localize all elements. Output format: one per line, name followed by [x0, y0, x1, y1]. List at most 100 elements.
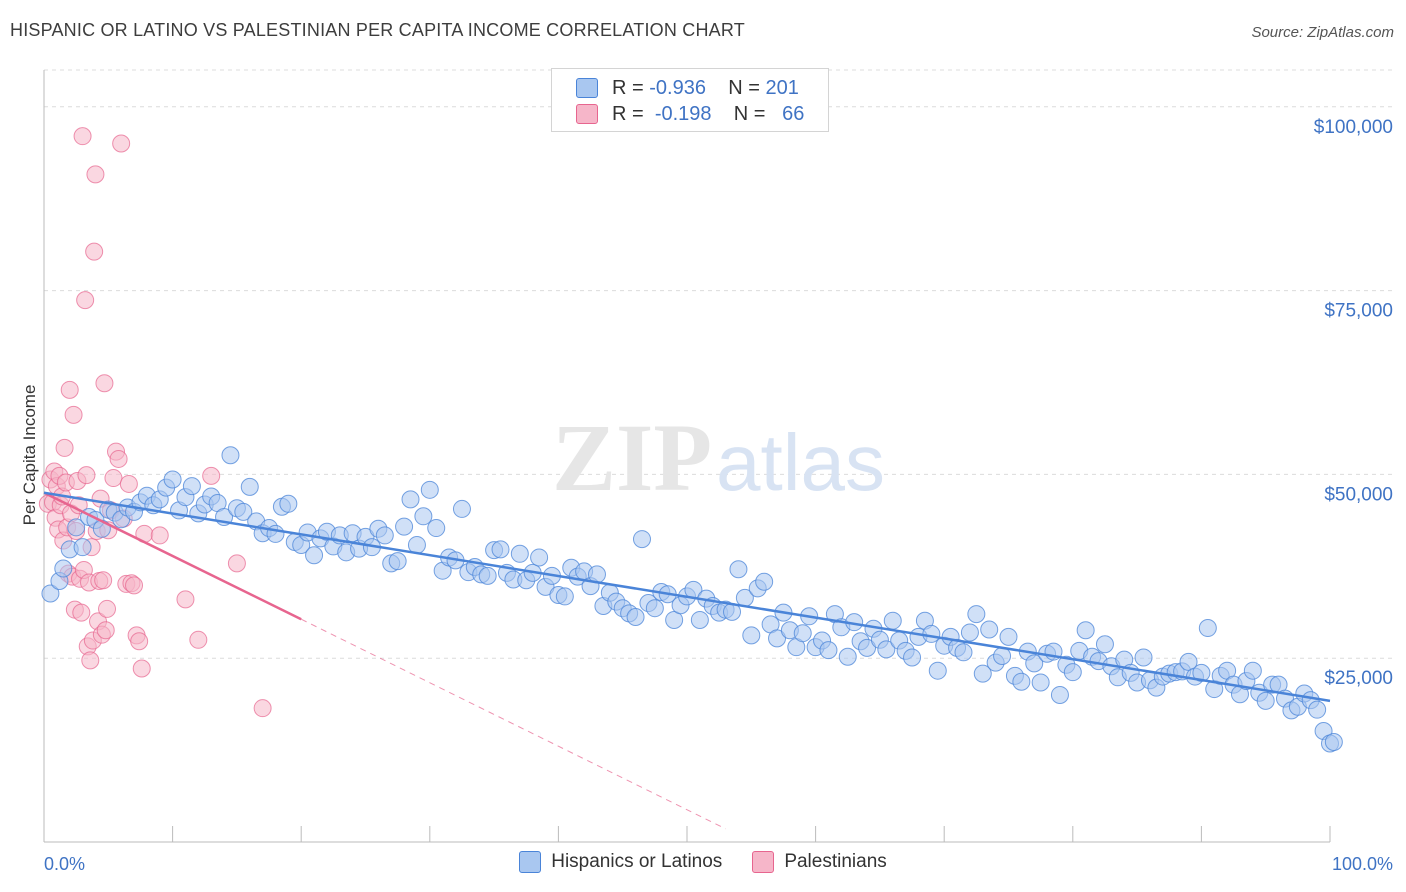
- data-point-hispanics: [1243, 661, 1262, 680]
- axes: [43, 70, 1331, 843]
- data-point-palestinians: [96, 621, 115, 640]
- legend-r-label: R =: [612, 76, 644, 99]
- data-point-hispanics: [960, 623, 979, 642]
- data-point-hispanics: [234, 502, 253, 521]
- data-point-hispanics: [414, 507, 433, 526]
- data-point-palestinians: [85, 242, 104, 261]
- data-point-hispanics: [1256, 691, 1275, 710]
- data-point-hispanics: [1308, 700, 1327, 719]
- watermark-atlas: atlas: [716, 418, 885, 507]
- data-point-hispanics: [1324, 733, 1343, 752]
- data-point-hispanics: [1025, 654, 1044, 673]
- data-point-palestinians: [64, 405, 83, 424]
- data-point-hispanics: [690, 610, 709, 629]
- data-point-hispanics: [993, 646, 1012, 665]
- legend-swatch-blue: [519, 851, 542, 873]
- y-tick-label: $75,000: [1324, 301, 1393, 322]
- data-point-hispanics: [530, 548, 549, 567]
- data-point-palestinians: [60, 380, 79, 399]
- data-point-hispanics: [980, 620, 999, 639]
- data-point-hispanics: [742, 626, 761, 645]
- y-tick-labels: $25,000 $50,000 $75,000 $100,000: [1314, 117, 1393, 689]
- legend-r-value: -0.198: [654, 102, 712, 125]
- data-point-hispanics: [1134, 648, 1153, 667]
- source-label: Source: ZipAtlas.com: [1251, 24, 1394, 41]
- data-point-hispanics: [182, 477, 201, 496]
- data-point-hispanics: [452, 499, 471, 518]
- y-axis-label: Per Capita Income: [20, 385, 39, 526]
- data-point-palestinians: [112, 134, 131, 153]
- data-point-hispanics: [903, 648, 922, 667]
- data-point-hispanics: [395, 517, 414, 536]
- data-point-hispanics: [163, 470, 182, 489]
- y-tick-label: $50,000: [1324, 484, 1393, 505]
- data-point-hispanics: [858, 638, 877, 657]
- y-tick-label: $100,000: [1314, 117, 1393, 138]
- legend-n-label: N =: [733, 102, 766, 125]
- data-point-hispanics: [1012, 672, 1031, 691]
- legend-n-value: 66: [782, 102, 805, 125]
- data-point-hispanics: [838, 647, 857, 666]
- legend-swatch-pink: [752, 851, 775, 873]
- data-point-hispanics: [54, 559, 73, 578]
- data-point-hispanics: [1050, 685, 1069, 704]
- data-point-palestinians: [77, 466, 96, 485]
- legend-row-hispanics: R = -0.936 N = 201: [576, 76, 799, 100]
- data-point-hispanics: [510, 544, 529, 563]
- data-point-hispanics: [388, 552, 407, 571]
- legend-r-value: -0.936: [649, 76, 706, 99]
- legend-r-label: R =: [612, 102, 644, 125]
- data-point-hispanics: [626, 608, 645, 627]
- data-point-hispanics: [221, 446, 240, 465]
- legend-label-palestinians: Palestinians: [784, 851, 887, 872]
- trend-line-palestinians: [43, 491, 302, 621]
- data-point-hispanics: [999, 627, 1018, 646]
- data-point-palestinians: [253, 699, 272, 718]
- data-point-hispanics: [279, 494, 298, 513]
- data-point-hispanics: [1063, 663, 1082, 682]
- data-point-hispanics: [755, 572, 774, 591]
- data-point-palestinians: [98, 599, 117, 618]
- data-point-hispanics: [729, 560, 748, 579]
- legend-item-hispanics: Hispanics or Latinos: [519, 851, 722, 873]
- watermark: ZIP atlas: [552, 404, 885, 511]
- data-point-palestinians: [132, 659, 151, 678]
- data-point-hispanics: [973, 664, 992, 683]
- data-point-palestinians: [227, 554, 246, 573]
- data-point-hispanics: [555, 587, 574, 606]
- data-point-palestinians: [104, 469, 123, 488]
- trend-lines: [43, 491, 1331, 830]
- data-point-palestinians: [125, 576, 144, 595]
- trend-line-palestinians-extension: [300, 618, 726, 830]
- data-point-hispanics: [67, 518, 86, 537]
- data-point-palestinians: [189, 630, 208, 649]
- trend-line-hispanics: [43, 491, 1331, 703]
- data-point-hispanics: [375, 526, 394, 545]
- data-point-hispanics: [266, 524, 285, 543]
- data-point-hispanics: [420, 480, 439, 499]
- data-point-hispanics: [768, 629, 787, 648]
- palestinians-points: [38, 127, 272, 718]
- legend-label-hispanics: Hispanics or Latinos: [551, 851, 723, 872]
- data-point-palestinians: [130, 632, 149, 651]
- data-point-palestinians: [72, 603, 91, 622]
- data-point-hispanics: [41, 584, 60, 603]
- data-point-palestinians: [81, 651, 100, 670]
- data-point-hispanics: [240, 477, 259, 496]
- data-point-hispanics: [401, 490, 420, 509]
- legend-n-label: N =: [728, 76, 760, 99]
- data-point-hispanics: [954, 643, 973, 662]
- chart-title: HISPANIC OR LATINO VS PALESTINIAN PER CA…: [10, 20, 745, 40]
- legend-item-palestinians: Palestinians: [752, 851, 887, 873]
- data-point-palestinians: [73, 127, 92, 146]
- data-point-palestinians: [202, 466, 221, 485]
- data-point-hispanics: [478, 566, 497, 585]
- data-point-hispanics: [645, 599, 664, 618]
- stats-legend: R = -0.936 N = 201 R = -0.198 N = 66: [551, 68, 829, 132]
- data-point-palestinians: [119, 474, 138, 493]
- data-point-palestinians: [176, 590, 195, 609]
- data-point-hispanics: [819, 641, 838, 660]
- data-point-palestinians: [55, 438, 74, 457]
- data-point-palestinians: [95, 374, 114, 393]
- data-point-hispanics: [1031, 673, 1050, 692]
